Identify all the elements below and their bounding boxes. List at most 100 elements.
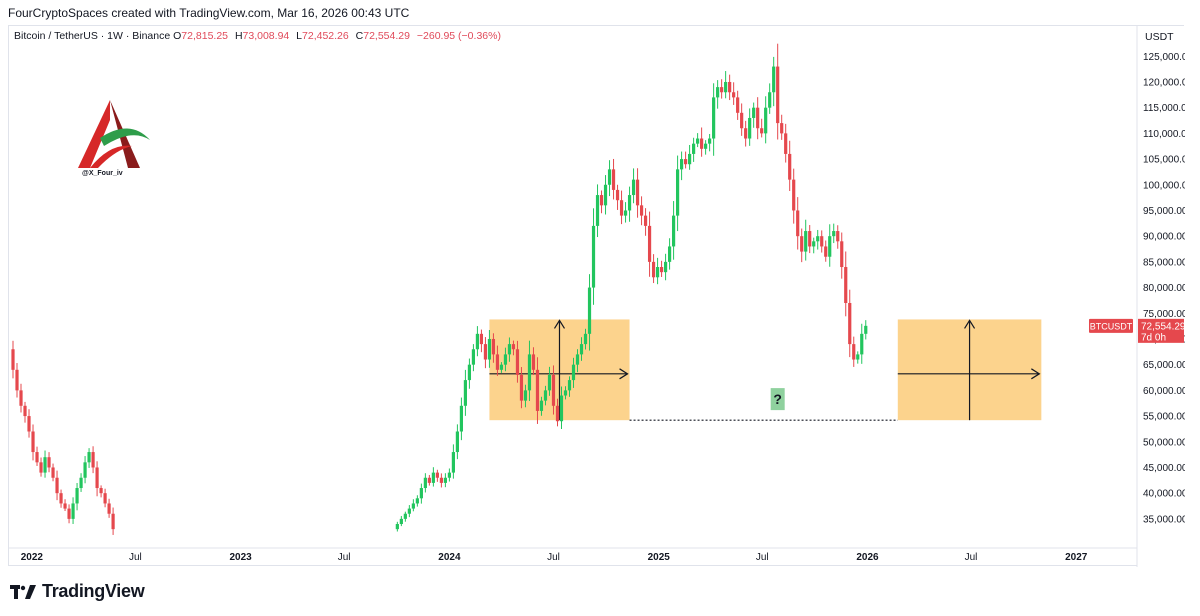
candle: [107, 498, 111, 518]
logo-handle: @X_Four_iv: [82, 170, 123, 177]
candle-body: [519, 374, 524, 401]
candle-body: [796, 210, 800, 237]
candle-body: [623, 210, 628, 216]
x-tick-label: Jul: [756, 552, 769, 563]
candle-body: [744, 128, 748, 139]
candle: [784, 123, 788, 163]
candle: [83, 456, 87, 484]
candle: [619, 190, 624, 225]
candle-body: [15, 369, 19, 391]
candle-body: [712, 97, 716, 139]
candle: [615, 184, 620, 210]
candle-body: [808, 231, 812, 247]
candle: [595, 184, 600, 238]
candle: [483, 337, 488, 369]
candle-body: [555, 405, 560, 422]
zones-layer: [489, 319, 1042, 421]
y-tick-label: 55,000.00: [1143, 412, 1185, 423]
candle-body: [792, 179, 796, 211]
axis-layer: USDT 35,000.00 40,000.00 45,000.00 50,000.00…: [9, 26, 1185, 567]
candle-body: [75, 488, 79, 504]
candle: [647, 211, 652, 277]
low-label: L: [296, 30, 303, 42]
candle: [579, 337, 584, 361]
candle-body: [515, 349, 520, 375]
candle: [611, 158, 616, 200]
candle: [671, 201, 676, 260]
candle: [623, 202, 628, 223]
tradingview-logo-icon: [10, 584, 36, 599]
candle-body: [732, 92, 736, 98]
y-tick-label: 105,000.00: [1143, 155, 1185, 166]
chart-frame[interactable]: ? USDT 35,000.00 40,000.00 45,000.00 50,000.…: [8, 25, 1185, 567]
candle-body: [527, 354, 532, 391]
price-chart[interactable]: ? USDT 35,000.00 40,000.00 45,000.00 50,000.…: [9, 26, 1185, 567]
tradingview-brand[interactable]: TradingView: [10, 581, 145, 602]
symbol-tag-box: [1089, 318, 1133, 333]
candle: [75, 482, 79, 511]
candle: [700, 127, 704, 157]
ohlc-legend: Bitcoin / TetherUS · 1W · Binance O72,81…: [14, 30, 505, 42]
candle: [796, 197, 800, 250]
candle-body: [708, 138, 712, 144]
candle-body: [736, 97, 740, 113]
candle-body: [63, 503, 67, 509]
candle: [435, 469, 439, 482]
x-tick-label: 2024: [438, 552, 461, 563]
candle-body: [688, 153, 692, 165]
candle-body: [39, 462, 43, 473]
candle-body: [804, 231, 808, 252]
candle-body: [764, 107, 768, 134]
candle-body: [704, 143, 708, 149]
candle: [439, 473, 443, 488]
candle: [663, 253, 668, 281]
candle: [467, 358, 472, 389]
candle: [712, 83, 716, 156]
candle: [728, 74, 732, 101]
candle-body: [812, 241, 816, 247]
candle: [443, 473, 447, 488]
candle-body: [748, 117, 752, 139]
candle-body: [647, 225, 652, 262]
candle: [651, 254, 656, 284]
candle: [696, 133, 700, 148]
candle: [19, 383, 23, 413]
candle: [11, 340, 15, 379]
low-value: 72,452.26: [302, 30, 349, 42]
candle: [475, 326, 480, 357]
candle-body: [531, 354, 536, 370]
candle: [820, 230, 824, 253]
candle-body: [659, 267, 664, 273]
candle-body: [675, 169, 680, 216]
candle: [800, 228, 804, 263]
candle-body: [59, 493, 63, 504]
candle-body: [716, 87, 720, 98]
candle: [91, 446, 95, 474]
candle: [71, 497, 75, 524]
candle: [415, 495, 419, 507]
candle-body: [579, 344, 584, 355]
candle-body: [495, 354, 500, 370]
candle: [679, 151, 684, 181]
x-tick-label: Jul: [338, 552, 351, 563]
candle-body: [603, 184, 608, 206]
candle-body: [107, 503, 111, 514]
candle: [555, 398, 560, 427]
candle-body: [651, 261, 656, 278]
candle: [59, 489, 63, 508]
candle: [856, 351, 860, 364]
candle: [848, 289, 852, 358]
candle-body: [79, 477, 83, 489]
y-tick-label: 50,000.00: [1143, 437, 1185, 448]
y-tick-label: 35,000.00: [1143, 514, 1185, 525]
y-tick-label: 100,000.00: [1143, 180, 1185, 191]
currency-label: USDT: [1145, 31, 1174, 43]
y-tick-label: 115,000.00: [1143, 103, 1185, 114]
candle-body: [447, 472, 451, 478]
candle-body: [415, 498, 419, 504]
candle: [551, 365, 556, 415]
candle: [23, 401, 27, 423]
candle-body: [67, 508, 71, 519]
question-label-box: [770, 388, 785, 411]
candle-body: [780, 123, 784, 134]
